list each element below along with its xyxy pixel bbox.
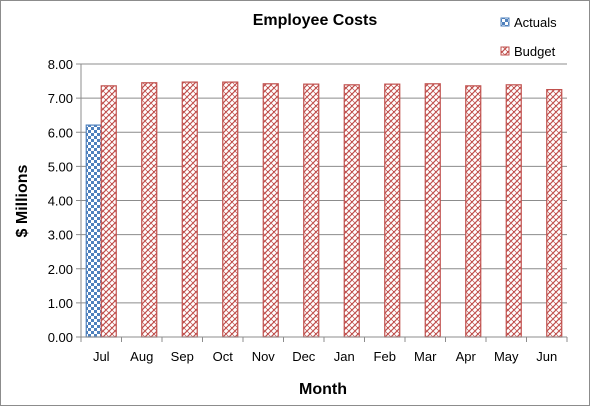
bar-budget-nov [262,83,279,338]
bar-budget-oct [222,81,239,338]
y-axis-ticks: 0.00 1.00 2.00 3.00 4.00 5.00 6.00 7.00 8.00 [48,57,81,345]
y-tick-label: 2.00 [48,262,73,277]
x-tick-label: Nov [252,349,276,364]
legend-swatch-actuals [500,17,510,27]
x-tick-label: Jul [93,349,110,364]
x-tick-label: Apr [456,349,477,364]
bar-budget-may [505,84,522,338]
legend-label-actuals: Actuals [514,15,557,30]
bar-budget-feb [384,83,401,338]
x-tick-label: Feb [374,349,396,364]
bar-budget-mar [424,83,441,338]
bar-actuals-jul [85,124,102,338]
legend: Actuals Budget [500,15,557,59]
chart-title: Employee Costs [253,12,378,29]
grid-lines [81,63,567,338]
bars [85,81,563,338]
x-tick-label: Jan [334,349,355,364]
y-tick-label: 4.00 [48,194,73,209]
bar-budget-jan [343,84,360,338]
x-tick-label: Mar [414,349,437,364]
y-tick-label: 8.00 [48,57,73,72]
y-tick-label: 7.00 [48,91,73,106]
x-tick-label: Aug [130,349,153,364]
bar-budget-jul [100,85,117,338]
y-axis-title: $ Millions [14,164,31,237]
x-tick-label: Dec [292,349,316,364]
y-tick-label: 6.00 [48,125,73,140]
x-tick-label: Sep [171,349,194,364]
bar-budget-aug [141,82,158,338]
bar-budget-apr [465,85,482,338]
bar-budget-sep [181,81,198,338]
y-tick-label: 0.00 [48,330,73,345]
bar-budget-dec [303,83,320,338]
x-tick-label: May [494,349,519,364]
y-tick-label: 1.00 [48,296,73,311]
y-tick-label: 3.00 [48,228,73,243]
x-axis-title: Month [299,381,347,398]
legend-label-budget: Budget [514,44,556,59]
x-tick-label: Oct [213,349,234,364]
bar-budget-jun [546,88,563,338]
y-tick-label: 5.00 [48,159,73,174]
x-tick-label: Jun [536,349,557,364]
x-axis-ticks: Jul Aug Sep Oct Nov Dec Jan Feb Mar Apr May Jun [80,337,568,364]
legend-swatch-budget [500,46,510,56]
